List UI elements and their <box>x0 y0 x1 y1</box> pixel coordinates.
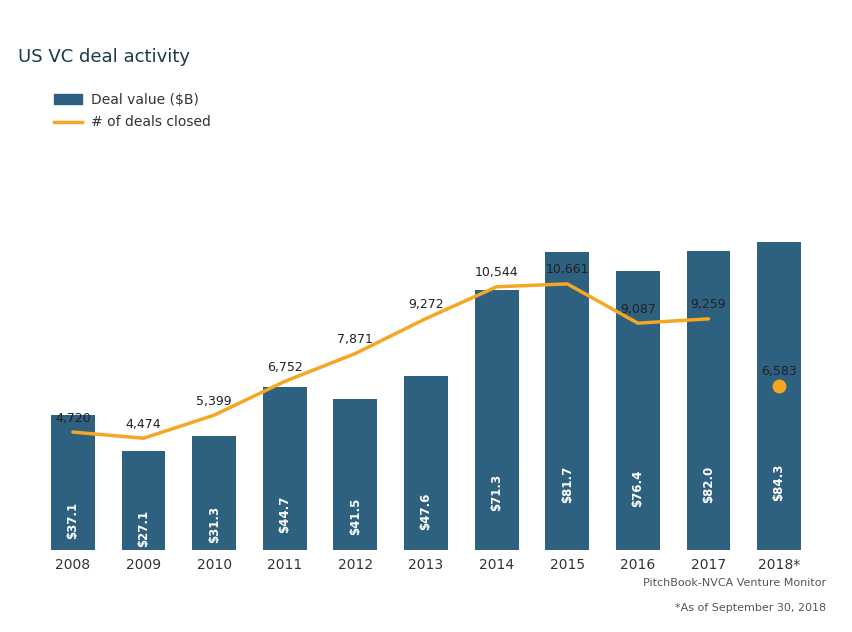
Text: $84.3: $84.3 <box>773 463 786 501</box>
Text: 9,087: 9,087 <box>620 303 656 315</box>
Bar <box>757 243 801 550</box>
Bar <box>616 271 659 550</box>
Text: 9,259: 9,259 <box>691 298 726 312</box>
Bar <box>193 435 236 550</box>
Bar <box>263 387 307 550</box>
Text: 6,583: 6,583 <box>761 365 797 378</box>
Text: 10,544: 10,544 <box>475 266 518 279</box>
Bar <box>404 376 448 550</box>
Text: 6,752: 6,752 <box>267 361 302 374</box>
Text: $44.7: $44.7 <box>279 495 291 533</box>
Text: PitchBook-NVCA Venture Monitor: PitchBook-NVCA Venture Monitor <box>643 578 826 588</box>
Text: $27.1: $27.1 <box>137 509 150 547</box>
Bar <box>687 251 730 550</box>
Text: $31.3: $31.3 <box>208 506 221 544</box>
Bar <box>475 290 519 550</box>
Legend: Deal value ($B), # of deals closed: Deal value ($B), # of deals closed <box>49 87 216 135</box>
Text: 5,399: 5,399 <box>196 394 232 408</box>
Bar <box>51 415 95 550</box>
Text: 9,272: 9,272 <box>408 298 444 311</box>
Text: 4,474: 4,474 <box>126 418 161 431</box>
Text: $82.0: $82.0 <box>702 465 715 502</box>
Bar <box>122 451 165 550</box>
Text: US VC deal activity: US VC deal activity <box>19 48 190 66</box>
Text: 7,871: 7,871 <box>337 333 373 346</box>
Text: $76.4: $76.4 <box>631 470 644 507</box>
Text: $37.1: $37.1 <box>66 502 79 538</box>
Text: $71.3: $71.3 <box>490 474 504 511</box>
Bar <box>545 252 589 550</box>
Text: 10,661: 10,661 <box>545 264 589 276</box>
Text: $47.6: $47.6 <box>419 493 433 530</box>
Text: *As of September 30, 2018: *As of September 30, 2018 <box>676 603 826 613</box>
Text: 4,720: 4,720 <box>55 411 91 425</box>
Bar <box>333 399 377 550</box>
Text: $41.5: $41.5 <box>348 498 362 535</box>
Text: $81.7: $81.7 <box>561 466 573 503</box>
